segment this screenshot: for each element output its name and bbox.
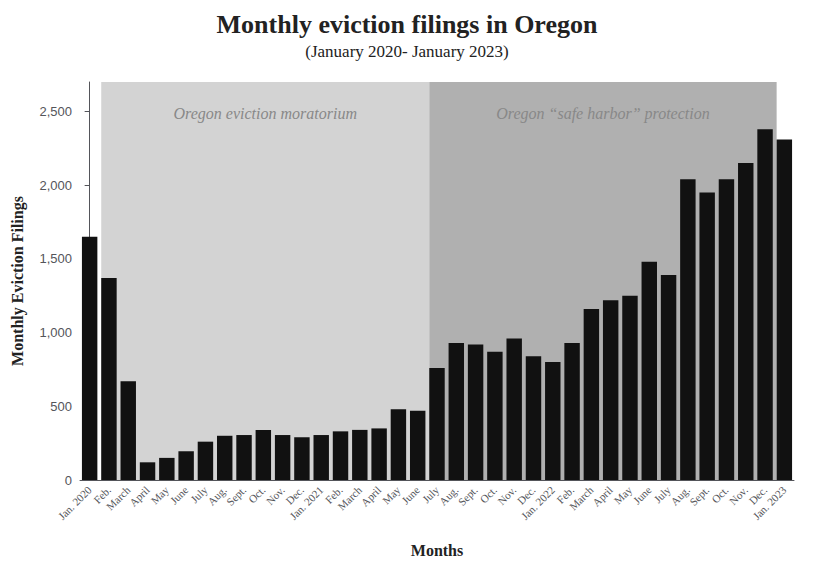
svg-text:Jan. 2022: Jan. 2022	[519, 484, 557, 522]
svg-text:June: June	[631, 484, 654, 507]
svg-text:(January 2020- January 2023): (January 2020- January 2023)	[305, 42, 508, 61]
svg-text:Jan. 2023: Jan. 2023	[750, 483, 789, 522]
svg-text:March: March	[103, 483, 133, 513]
svg-text:Oct.: Oct.	[477, 484, 499, 506]
svg-text:Dec.: Dec.	[746, 483, 770, 507]
svg-text:Aug.: Aug.	[668, 484, 692, 508]
svg-text:July: July	[419, 483, 442, 506]
svg-text:July: July	[651, 483, 673, 506]
svg-text:Oct.: Oct.	[246, 484, 268, 506]
svg-text:June: June	[168, 484, 191, 507]
svg-text:March: March	[566, 483, 596, 513]
svg-text:Feb.: Feb.	[322, 483, 345, 506]
svg-text:Sept.: Sept.	[687, 484, 711, 508]
svg-text:May: May	[611, 483, 634, 506]
svg-text:May: May	[148, 483, 171, 506]
svg-text:Jan. 2020: Jan. 2020	[56, 483, 95, 522]
svg-text:April: April	[590, 484, 615, 509]
svg-text:Monthly Eviction Filings: Monthly Eviction Filings	[9, 196, 27, 366]
svg-text:1,000: 1,000	[39, 325, 72, 340]
svg-text:Nov.: Nov.	[495, 484, 518, 507]
svg-text:Aug.: Aug.	[437, 484, 461, 508]
svg-text:2,500: 2,500	[39, 104, 72, 119]
svg-text:Months: Months	[411, 542, 463, 559]
svg-text:Monthly eviction filings in Or: Monthly eviction filings in Oregon	[217, 10, 598, 39]
svg-text:2,000: 2,000	[39, 178, 72, 193]
svg-text:May: May	[380, 483, 403, 506]
svg-text:Sept.: Sept.	[456, 484, 480, 508]
svg-text:March: March	[335, 483, 365, 513]
svg-text:Oregon eviction moratorium: Oregon eviction moratorium	[174, 105, 357, 123]
svg-text:April: April	[127, 484, 152, 509]
svg-text:Sept.: Sept.	[224, 484, 248, 508]
svg-text:Nov.: Nov.	[727, 484, 750, 507]
svg-text:Dec.: Dec.	[514, 483, 538, 507]
svg-text:Feb.: Feb.	[554, 483, 577, 506]
svg-text:Feb.: Feb.	[91, 483, 114, 506]
svg-text:April: April	[358, 484, 383, 509]
svg-text:July: July	[188, 483, 210, 506]
svg-text:Oct.: Oct.	[709, 484, 731, 506]
svg-text:Oregon “safe harbor” protectio: Oregon “safe harbor” protection	[496, 105, 709, 123]
svg-text:1,500: 1,500	[39, 251, 72, 266]
svg-text:0: 0	[65, 473, 72, 488]
svg-text:500: 500	[50, 399, 72, 414]
svg-text:Dec.: Dec.	[283, 483, 307, 507]
svg-text:Aug.: Aug.	[205, 484, 229, 508]
svg-text:June: June	[399, 484, 422, 507]
svg-text:Jan. 2021: Jan. 2021	[287, 484, 325, 522]
svg-text:Nov.: Nov.	[264, 484, 287, 507]
